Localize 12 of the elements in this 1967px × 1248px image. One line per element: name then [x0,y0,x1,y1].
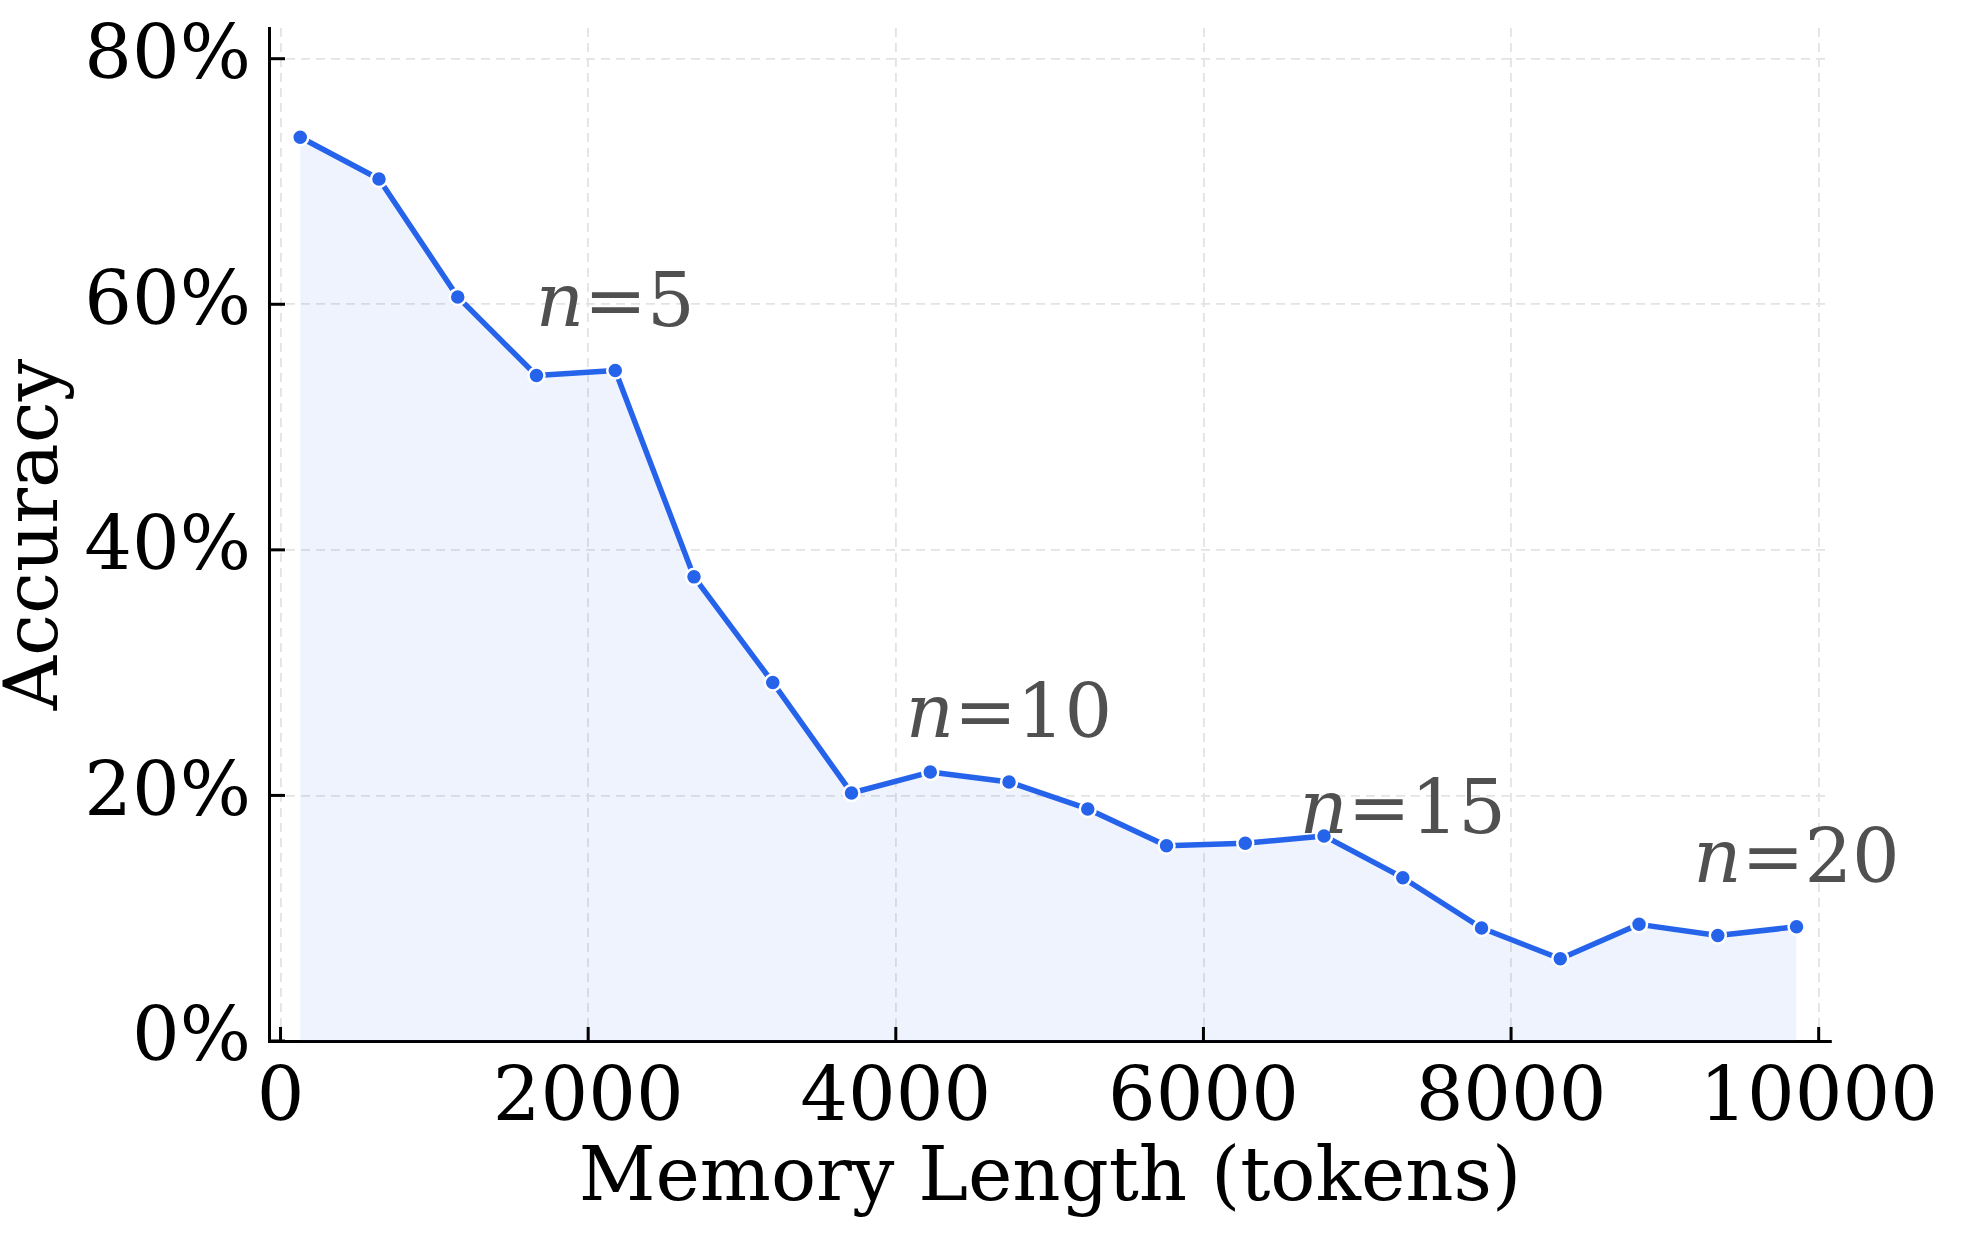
y-tick-label: 40% [84,499,251,588]
annotation: n=15 [1299,762,1507,851]
annotation: n=5 [535,255,695,344]
y-axis-title: Accuracy [0,358,75,712]
x-tick-label: 0 [256,1049,305,1138]
y-tick-label: 80% [84,8,251,97]
x-tick-label: 10000 [1699,1049,1938,1138]
annotation: n=20 [1693,811,1900,900]
y-tick-label: 0% [132,990,251,1079]
annotation: n=10 [905,666,1113,755]
y-tick-label: 20% [84,744,251,833]
y-tick-label: 60% [84,253,251,342]
